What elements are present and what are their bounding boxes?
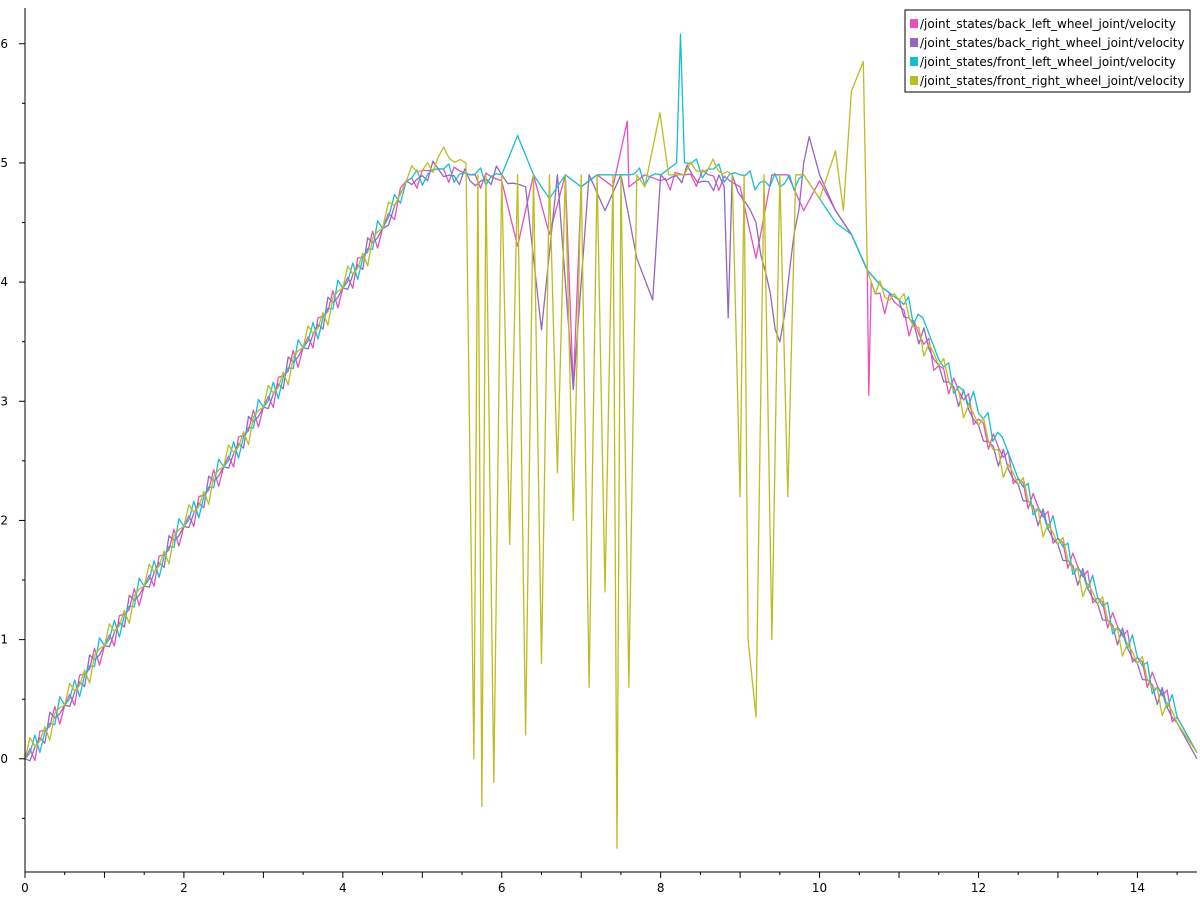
series-line-4	[24, 60, 1198, 849]
legend-swatch	[910, 76, 918, 85]
y-tick-label: 0	[0, 752, 8, 766]
y-tick-label: 1	[0, 633, 8, 647]
legend-label: /joint_states/back_right_wheel_joint/vel…	[920, 36, 1185, 50]
y-tick-label: 4	[0, 275, 8, 289]
series-layer	[24, 33, 1198, 849]
x-tick-label: 4	[339, 881, 347, 895]
y-tick-label: 5	[0, 156, 8, 170]
x-tick-label: 8	[657, 881, 665, 895]
x-tick-label: 14	[1130, 881, 1145, 895]
legend-swatch	[910, 19, 918, 28]
legend: /joint_states/back_left_wheel_joint/velo…	[904, 9, 1191, 93]
x-tick-label: 12	[971, 881, 986, 895]
legend-label: /joint_states/front_left_wheel_joint/vel…	[920, 55, 1176, 69]
series-line-3	[24, 33, 1198, 760]
y-tick-label: 2	[0, 513, 8, 527]
series-line-2	[24, 136, 1198, 762]
legend-label: /joint_states/front_right_wheel_joint/ve…	[920, 74, 1185, 88]
x-tick-label: 6	[498, 881, 506, 895]
x-tick-label: 0	[21, 881, 29, 895]
legend-swatch	[910, 57, 918, 66]
x-tick-label: 10	[812, 881, 827, 895]
legend-box	[904, 9, 1191, 93]
y-tick-label: 3	[0, 394, 8, 408]
legend-label: /joint_states/back_left_wheel_joint/velo…	[920, 17, 1176, 31]
series-line-1	[24, 120, 1198, 762]
y-tick-label: 6	[0, 37, 8, 51]
legend-swatch	[910, 38, 918, 47]
x-tick-label: 2	[180, 881, 188, 895]
